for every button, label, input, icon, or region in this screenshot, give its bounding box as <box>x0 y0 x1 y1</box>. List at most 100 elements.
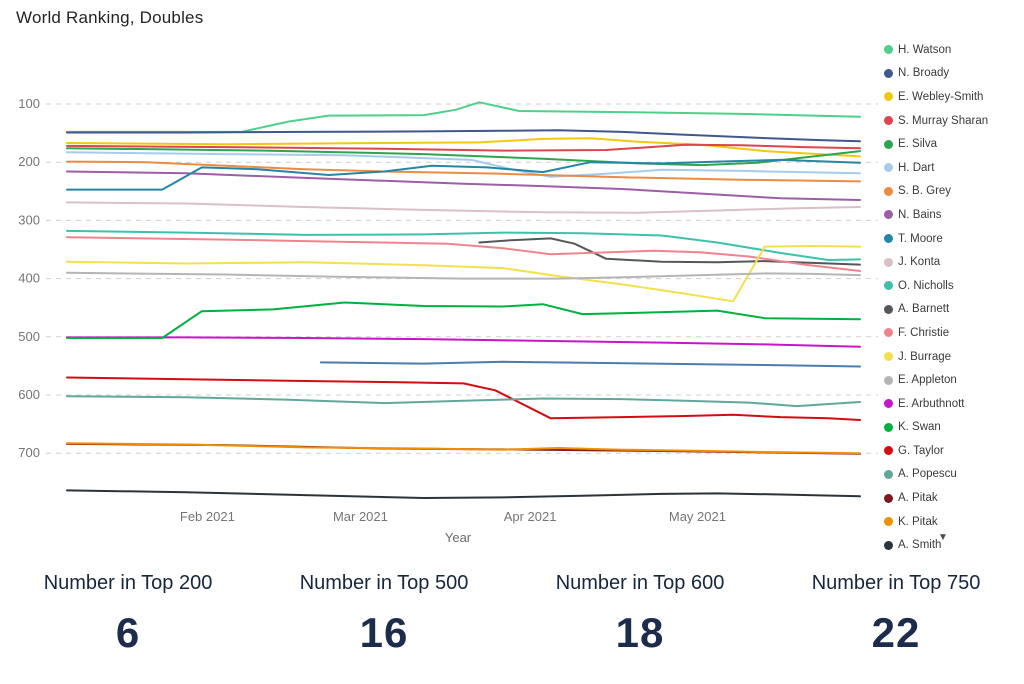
chart-title: World Ranking, Doubles <box>16 8 204 27</box>
x-axis-title: Year <box>445 530 472 545</box>
line-chart-plot[interactable]: 100 200 300 400 500 600 700 Feb 2021 Mar 2021 Apr… <box>0 0 1024 558</box>
series-line-h-watson[interactable] <box>66 101 861 133</box>
legend-color-dot <box>884 210 893 220</box>
legend-color-dot <box>884 304 893 314</box>
legend-item-n-broady[interactable]: N. Broady <box>884 62 1024 86</box>
y-tick-label: 700 <box>18 445 40 460</box>
legend-item-n-bains[interactable]: N. Bains <box>884 203 1024 227</box>
legend-item-s-b-grey[interactable]: S. B. Grey <box>884 180 1024 204</box>
y-tick-label: 500 <box>18 329 40 344</box>
legend-item-a-barnett[interactable]: A. Barnett <box>884 298 1024 322</box>
legend-color-dot <box>884 186 893 196</box>
legend-item-f-christie[interactable]: F. Christie <box>884 321 1024 345</box>
legend-color-dot <box>884 517 893 527</box>
legend-item-label: F. Christie <box>898 326 950 339</box>
legend-color-dot <box>884 116 893 126</box>
series-line-e-appleton[interactable] <box>66 271 861 280</box>
legend-item-a-smith[interactable]: A. Smith <box>884 533 1024 557</box>
legend-color-dot <box>884 45 893 55</box>
legend-color-dot <box>884 493 893 503</box>
legend-item-k-pitak[interactable]: K. Pitak <box>884 510 1024 534</box>
series-line-o-nicholls[interactable] <box>66 229 861 261</box>
legend-item-label: E. Arbuthnott <box>898 397 965 410</box>
x-tick-label: Apr 2021 <box>504 509 557 524</box>
series-line-e-webley-smith[interactable] <box>66 137 861 158</box>
kpi-card-number-in-top-200: Number in Top 200 6 <box>0 560 256 684</box>
kpi-card-number-in-top-600: Number in Top 600 18 <box>512 560 768 684</box>
legend-color-dot <box>884 422 893 432</box>
legend-item-g-taylor[interactable]: G. Taylor <box>884 439 1024 463</box>
legend-item-label: E. Appleton <box>898 374 957 387</box>
series-line-e-silva[interactable] <box>66 147 861 167</box>
legend-item-t-moore[interactable]: T. Moore <box>884 227 1024 251</box>
legend-item-h-watson[interactable]: H. Watson <box>884 38 1024 62</box>
chart-legend: H. Watson N. Broady E. Webley-Smith S. Murr… <box>884 38 1024 557</box>
kpi-label: Number in Top 600 <box>555 572 725 594</box>
legend-color-dot <box>884 281 893 291</box>
legend-item-e-webley-smith[interactable]: E. Webley-Smith <box>884 85 1024 109</box>
series-line--unlabeled-[interactable] <box>319 360 861 368</box>
legend-item-k-swan[interactable]: K. Swan <box>884 416 1024 440</box>
legend-item-label: S. B. Grey <box>898 185 952 198</box>
legend-item-label: A. Barnett <box>898 303 950 316</box>
series-line-n-bains[interactable] <box>66 170 861 201</box>
kpi-card-number-in-top-750: Number in Top 750 22 <box>768 560 1024 684</box>
legend-color-dot <box>884 328 893 338</box>
legend-color-dot <box>884 399 893 409</box>
legend-item-h-dart[interactable]: H. Dart <box>884 156 1024 180</box>
legend-item-label: E. Webley-Smith <box>898 90 984 103</box>
legend-item-j-burrage[interactable]: J. Burrage <box>884 345 1024 369</box>
y-tick-label: 100 <box>18 96 40 111</box>
series-line-j-burrage[interactable] <box>66 245 861 303</box>
kpi-card-number-in-top-500: Number in Top 500 16 <box>256 560 512 684</box>
legend-item-label: S. Murray Sharan <box>898 114 989 127</box>
legend-color-dot <box>884 234 893 244</box>
kpi-value: 6 <box>115 609 141 656</box>
kpi-value: 16 <box>359 609 409 656</box>
legend-item-e-silva[interactable]: E. Silva <box>884 132 1024 156</box>
legend-color-dot <box>884 163 893 173</box>
legend-item-label: O. Nicholls <box>898 279 954 292</box>
legend-item-label: E. Silva <box>898 138 937 151</box>
y-tick-label: 300 <box>18 212 40 227</box>
kpi-value: 18 <box>615 609 665 656</box>
kpi-label: Number in Top 200 <box>43 572 213 594</box>
legend-item-label: K. Swan <box>898 421 941 434</box>
legend-color-dot <box>884 540 893 550</box>
x-tick-label: Mar 2021 <box>333 509 388 524</box>
legend-item-label: N. Bains <box>898 208 942 221</box>
series-line-e-arbuthnott[interactable] <box>66 336 861 348</box>
kpi-value: 22 <box>871 609 921 656</box>
kpi-label: Number in Top 750 <box>811 572 981 594</box>
legend-item-j-konta[interactable]: J. Konta <box>884 250 1024 274</box>
legend-item-e-arbuthnott[interactable]: E. Arbuthnott <box>884 392 1024 416</box>
legend-color-dot <box>884 352 893 362</box>
series-line-s-murray-sharan[interactable] <box>66 143 861 152</box>
legend-item-label: A. Popescu <box>898 468 957 481</box>
series-line-k-pitak[interactable] <box>66 442 861 455</box>
series-line-j-konta[interactable] <box>66 201 861 214</box>
series-line-a-smith[interactable] <box>66 489 861 499</box>
y-tick-label: 600 <box>18 387 40 402</box>
legend-item-label: K. Pitak <box>898 515 938 528</box>
legend-scroll-down-icon[interactable]: ▼ <box>938 532 948 543</box>
y-tick-label: 200 <box>18 154 40 169</box>
series-line-k-swan[interactable] <box>66 301 861 339</box>
legend-item-o-nicholls[interactable]: O. Nicholls <box>884 274 1024 298</box>
legend-color-dot <box>884 257 893 267</box>
series-line-g-taylor[interactable] <box>66 376 861 421</box>
series-line-a-popescu[interactable] <box>66 395 861 408</box>
legend-item-a-pitak[interactable]: A. Pitak <box>884 486 1024 510</box>
legend-item-label: G. Taylor <box>898 444 944 457</box>
x-tick-label: Feb 2021 <box>180 509 235 524</box>
legend-item-label: H. Dart <box>898 161 935 174</box>
legend-item-a-popescu[interactable]: A. Popescu <box>884 463 1024 487</box>
legend-item-label: A. Pitak <box>898 492 938 505</box>
series-line-t-moore[interactable] <box>66 158 861 191</box>
legend-item-s-murray-sharan[interactable]: S. Murray Sharan <box>884 109 1024 133</box>
legend-item-e-appleton[interactable]: E. Appleton <box>884 368 1024 392</box>
series-line-n-broady[interactable] <box>66 129 861 143</box>
legend-item-label: J. Konta <box>898 256 941 269</box>
kpi-label: Number in Top 500 <box>299 572 469 594</box>
